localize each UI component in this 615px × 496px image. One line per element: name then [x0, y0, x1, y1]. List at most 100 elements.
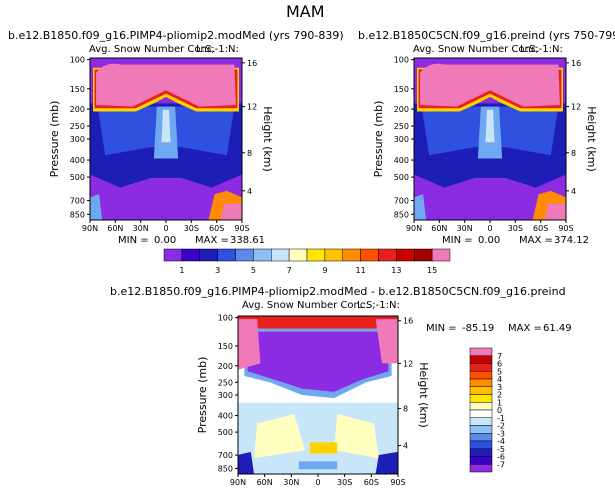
panel-3-max-label: MAX = — [508, 323, 542, 334]
diff-colorbar-label: -6 — [497, 453, 505, 462]
panel-1-y2-tick-label: 12 — [247, 103, 257, 112]
panel-3-x-tick-label: 90N — [230, 478, 246, 487]
diff-colorbar-label: -2 — [497, 422, 505, 431]
panel-3-ylabel: Pressure (mb) — [196, 357, 209, 434]
panel-3-x-tick-label: 60S — [364, 478, 379, 487]
field-contour-blue-bottom — [298, 461, 338, 470]
colorbar-label: 15 — [427, 266, 437, 275]
colorbar-swatch — [414, 248, 433, 262]
field-contour-pale — [161, 109, 171, 143]
diff-colorbar-swatch — [469, 355, 493, 364]
colorbar-swatch — [181, 248, 200, 262]
panel-3-y-tick-label: 150 — [218, 342, 233, 351]
diff-colorbar-label: 7 — [497, 352, 502, 361]
field-contour-purple — [247, 331, 389, 392]
panel-3-x-tick-label: 90S — [390, 478, 405, 487]
panel-2-units: L:S;-1:N: — [520, 44, 563, 55]
colorbar-swatch — [342, 248, 361, 262]
panel-3-y2-tick-label: 4 — [403, 442, 408, 451]
panel-2-x-tick-label: 90N — [406, 224, 422, 233]
diff-colorbar-label: -5 — [497, 445, 505, 454]
panel-1-y-tick-label: 150 — [70, 85, 85, 94]
panel-2-y-tick-label: 200 — [394, 105, 409, 114]
diff-colorbar-swatch — [469, 386, 493, 395]
colorbar-swatch — [360, 248, 379, 262]
panel-3-ylabel-right: Height (km) — [417, 362, 430, 428]
panel-2-min: 0.00 — [478, 235, 501, 246]
diff-colorbar-label: 5 — [497, 367, 502, 376]
panel-2-y2-tick-label: 4 — [571, 187, 576, 196]
diff-colorbar-swatch — [469, 371, 493, 380]
diff-colorbar-swatch — [469, 409, 493, 418]
panel-2-title: b.e12.B1850C5CN.f09_g16.preind (yrs 750-… — [358, 29, 615, 42]
colorbar-swatch — [235, 248, 254, 262]
panel-1-min-label: MIN = — [118, 235, 149, 246]
diff-colorbar-label: 0 — [497, 406, 502, 415]
panel-2-y-tick-label: 150 — [394, 85, 409, 94]
panel-1-y-tick-label: 400 — [70, 156, 85, 165]
colorbar-label: 9 — [322, 266, 327, 275]
field-contour-yellow-center — [310, 442, 338, 454]
field-contour-corner-se — [375, 451, 398, 474]
field-contour-pink — [420, 63, 560, 107]
colorbar-swatch — [199, 248, 218, 262]
panel-1-y2-tick-label: 8 — [247, 149, 252, 158]
field-contour-pink — [96, 63, 236, 107]
panel-2-ylabel-right: Height (km) — [585, 106, 598, 172]
panel-2-y-tick-label: 400 — [394, 156, 409, 165]
panel-1-y2-tick-label: 16 — [247, 59, 257, 68]
field-contour-red-top — [238, 316, 398, 329]
field-contour-corner-sw — [90, 194, 103, 220]
diff-colorbar-label: -3 — [497, 429, 505, 438]
diff-colorbar-swatch — [469, 347, 493, 356]
colorbar-swatch — [324, 248, 343, 262]
panel-2-x-tick-label: 0 — [487, 224, 492, 233]
diff-colorbar-swatch — [469, 417, 493, 426]
panel-1-units: L:S;-1:N: — [196, 44, 239, 55]
panel-3-y2-tick-label: 12 — [403, 359, 413, 368]
colorbar-swatch — [431, 248, 451, 262]
panel-3-y-tick-label: 500 — [218, 428, 233, 437]
panel-1-y-tick-label: 700 — [70, 197, 85, 206]
panel-2-x-tick-label: 30S — [508, 224, 523, 233]
diff-colorbar-label: 3 — [497, 383, 502, 392]
diff-colorbar-label: 2 — [497, 391, 502, 400]
panel-2-min-label: MIN = — [442, 235, 473, 246]
panel-3-plot — [237, 315, 399, 475]
diff-colorbar-swatch — [469, 456, 493, 465]
colorbar-swatch — [163, 248, 183, 262]
diff-colorbar-label: -4 — [497, 437, 505, 446]
panel-1-subtitle: Avg. Snow Number Conc. — [89, 44, 216, 55]
diff-colorbar-swatch — [469, 425, 493, 434]
panel-1-y2-tick-label: 4 — [247, 187, 252, 196]
diff-colorbar-swatch — [469, 402, 493, 411]
panel-3-min: -85.19 — [462, 323, 495, 334]
panel-1-ylabel-right: Height (km) — [261, 106, 274, 172]
colorbar-label: 3 — [215, 266, 220, 275]
panel-3-units: L:S;-1:N: — [357, 300, 400, 311]
panel-1-y-tick-label: 100 — [70, 56, 85, 65]
colorbar-swatch — [271, 248, 290, 262]
panel-1-x-tick-label: 60N — [107, 224, 123, 233]
panel-2-plot — [413, 57, 567, 221]
panel-2-x-tick-label: 30N — [457, 224, 473, 233]
panel-3-subtitle: Avg. Snow Number Conc. — [242, 300, 369, 311]
panel-2-field — [414, 58, 566, 220]
panel-1-x-tick-label: 30N — [133, 224, 149, 233]
panel-1-x-tick-label: 90N — [82, 224, 98, 233]
colorbar-swatch — [396, 248, 415, 262]
field-contour-corner-se-pink — [220, 203, 242, 220]
panel-2-x-tick-label: 60S — [533, 224, 548, 233]
colorbar-swatch — [288, 248, 308, 262]
panel-3-x-tick-label: 0 — [315, 478, 320, 487]
field-contour-pale-yellow-w — [254, 413, 306, 459]
diff-colorbar-label: 6 — [497, 360, 502, 369]
panel-3-x-tick-label: 30S — [337, 478, 352, 487]
colorbar-label: 11 — [356, 266, 366, 275]
colorbar-label: 5 — [251, 266, 256, 275]
panel-2-y-tick-label: 500 — [394, 173, 409, 182]
panel-1-ylabel: Pressure (mb) — [48, 101, 61, 178]
field-contour-corner-sw — [414, 194, 427, 220]
panel-3-y-tick-label: 200 — [218, 362, 233, 371]
